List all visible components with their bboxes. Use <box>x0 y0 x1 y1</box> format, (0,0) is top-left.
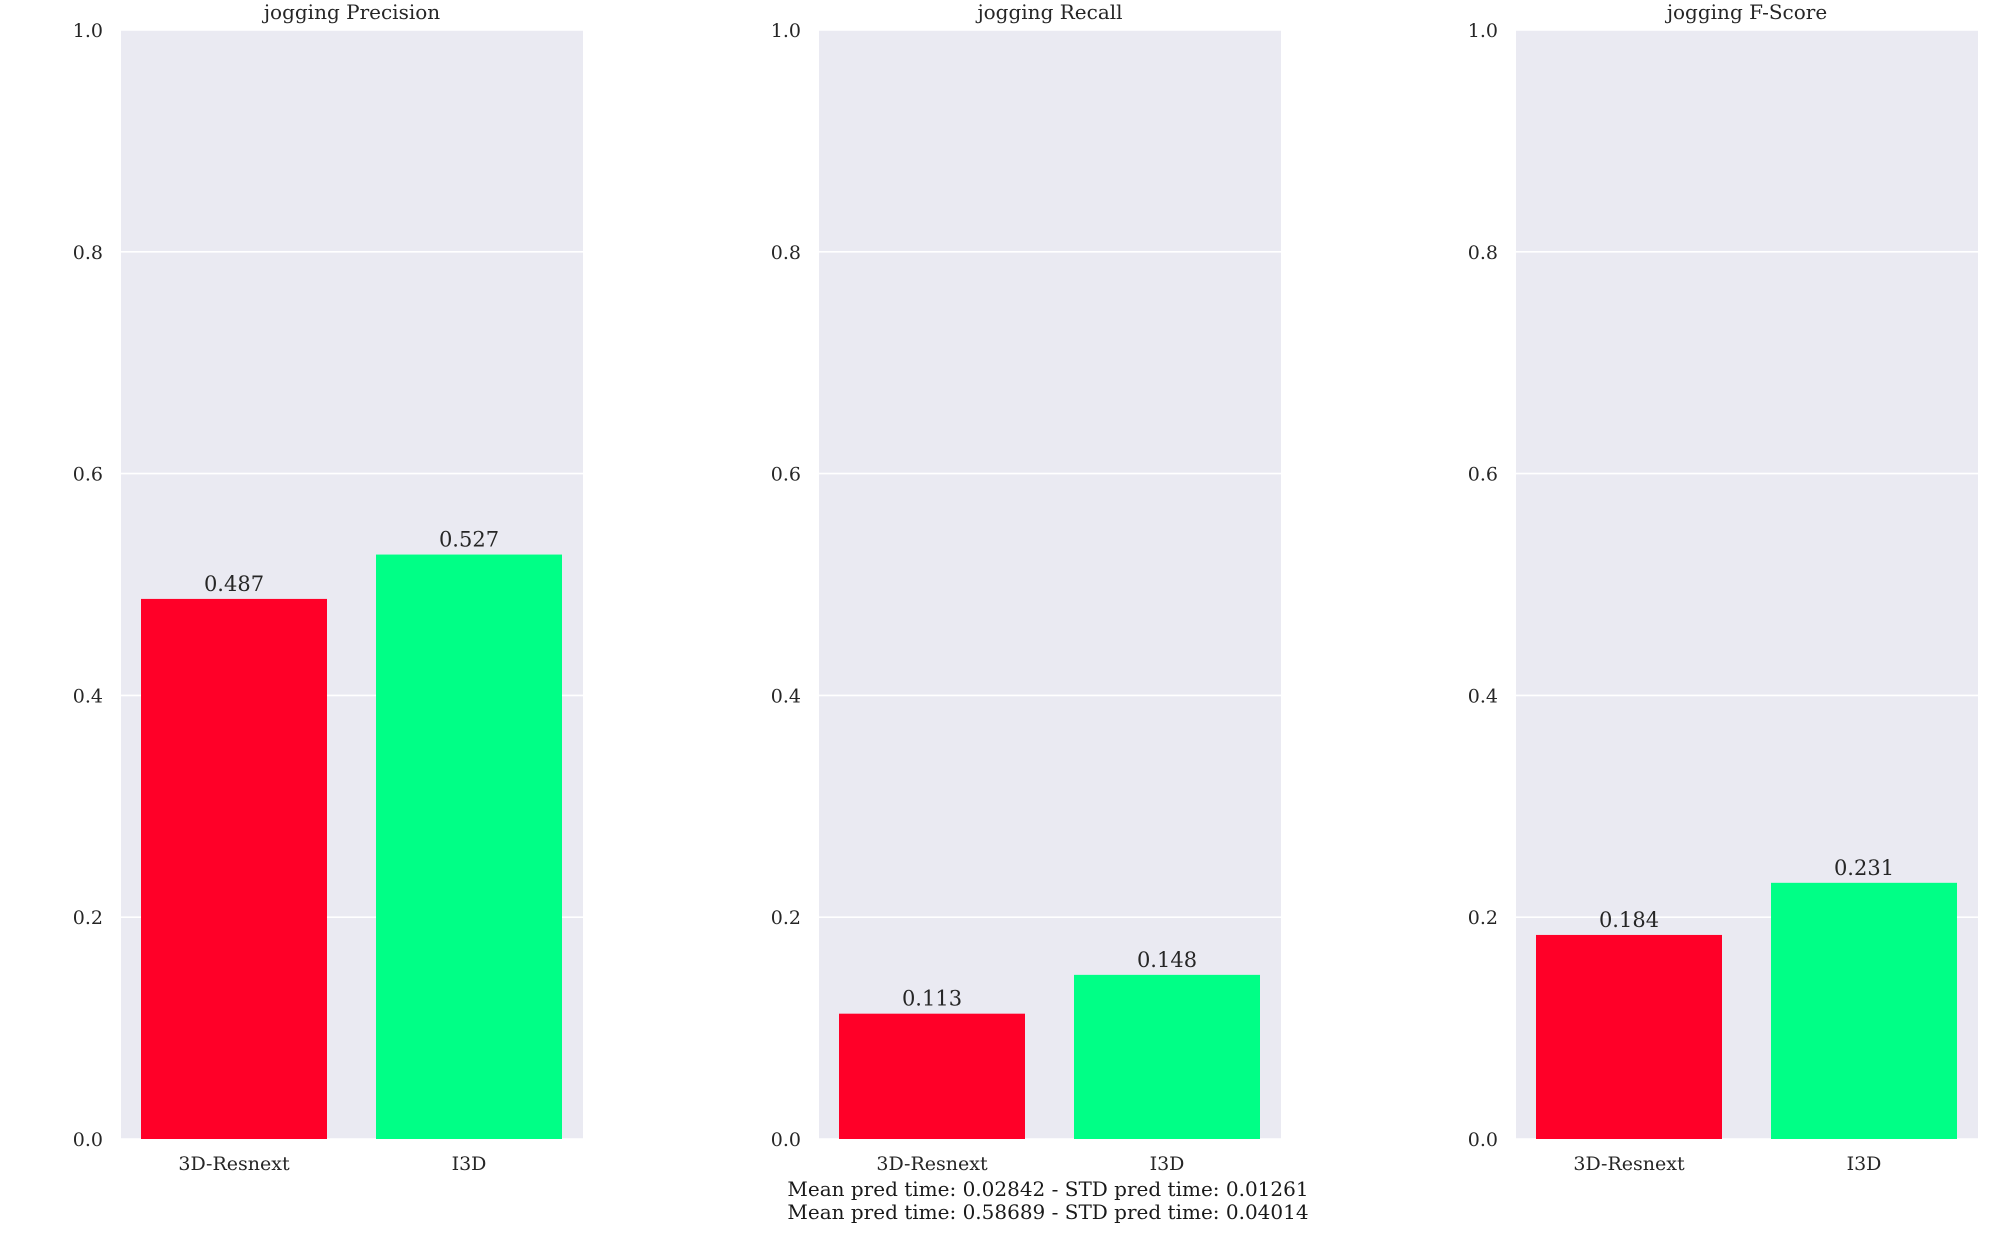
chart-title: jogging Precision <box>262 0 440 24</box>
y-tick-label: 0.6 <box>771 464 801 486</box>
x-tick-label: I3D <box>1150 1153 1185 1175</box>
chart-panel-1: 0.0 0.2 0.4 0.6 0.8 1.0 jogging Precision 0.487… <box>73 0 583 1175</box>
chart-title: jogging F-Score <box>1665 0 1827 24</box>
y-tick-label: 0.8 <box>1468 242 1498 264</box>
x-tick-label: I3D <box>1847 1153 1882 1175</box>
bar-i3d <box>1074 974 1260 1139</box>
bar-i3d <box>376 554 562 1139</box>
x-tick-label: 3D-Resnext <box>876 1153 988 1175</box>
chart-panel-3: 0.0 0.2 0.4 0.6 0.8 1.0 jogging F-Score 0.184 3D… <box>1468 0 1978 1175</box>
bar-value-label: 0.527 <box>439 528 499 552</box>
x-tick-label: 3D-Resnext <box>1573 1153 1685 1175</box>
y-tick-label: 1.0 <box>73 20 103 42</box>
bar-value-label: 0.231 <box>1834 856 1894 880</box>
y-tick-label: 0.0 <box>1468 1129 1498 1151</box>
y-tick-label: 1.0 <box>1468 20 1498 42</box>
bar-3d-resnext <box>1536 934 1722 1139</box>
chart-panels: 0.0 0.2 0.4 0.6 0.8 1.0 jogging Precision 0.487… <box>73 0 1978 1175</box>
bar-value-label: 0.148 <box>1137 948 1197 972</box>
footer-line-1: Mean pred time: 0.02842 - STD pred time:… <box>787 1177 1308 1201</box>
bar-3d-resnext <box>141 598 327 1139</box>
x-tick-label: 3D-Resnext <box>178 1153 290 1175</box>
chart-title: jogging Recall <box>975 0 1122 24</box>
bar-value-label: 0.184 <box>1599 908 1659 932</box>
y-tick-label: 0.2 <box>1468 907 1498 929</box>
y-tick-label: 0.6 <box>73 464 103 486</box>
y-tick-label: 0.6 <box>1468 464 1498 486</box>
y-tick-label: 0.2 <box>771 907 801 929</box>
y-tick-label: 0.4 <box>771 685 801 707</box>
y-tick-label: 0.0 <box>771 1129 801 1151</box>
bar-value-label: 0.113 <box>902 987 962 1011</box>
bar-3d-resnext <box>839 1013 1025 1139</box>
y-tick-label: 0.2 <box>73 907 103 929</box>
plot-area <box>819 30 1281 1139</box>
bar-i3d <box>1771 882 1957 1139</box>
bar-value-label: 0.487 <box>204 572 264 596</box>
y-tick-label: 0.8 <box>771 242 801 264</box>
chart-panel-2: 0.0 0.2 0.4 0.6 0.8 1.0 jogging Recall 0.113 3D-… <box>771 0 1281 1175</box>
y-tick-label: 0.0 <box>73 1129 103 1151</box>
y-tick-label: 1.0 <box>771 20 801 42</box>
x-tick-label: I3D <box>452 1153 487 1175</box>
y-tick-label: 0.4 <box>73 685 103 707</box>
footer-line-2: Mean pred time: 0.58689 - STD pred time:… <box>787 1200 1308 1224</box>
y-tick-label: 0.8 <box>73 242 103 264</box>
y-tick-label: 0.4 <box>1468 685 1498 707</box>
